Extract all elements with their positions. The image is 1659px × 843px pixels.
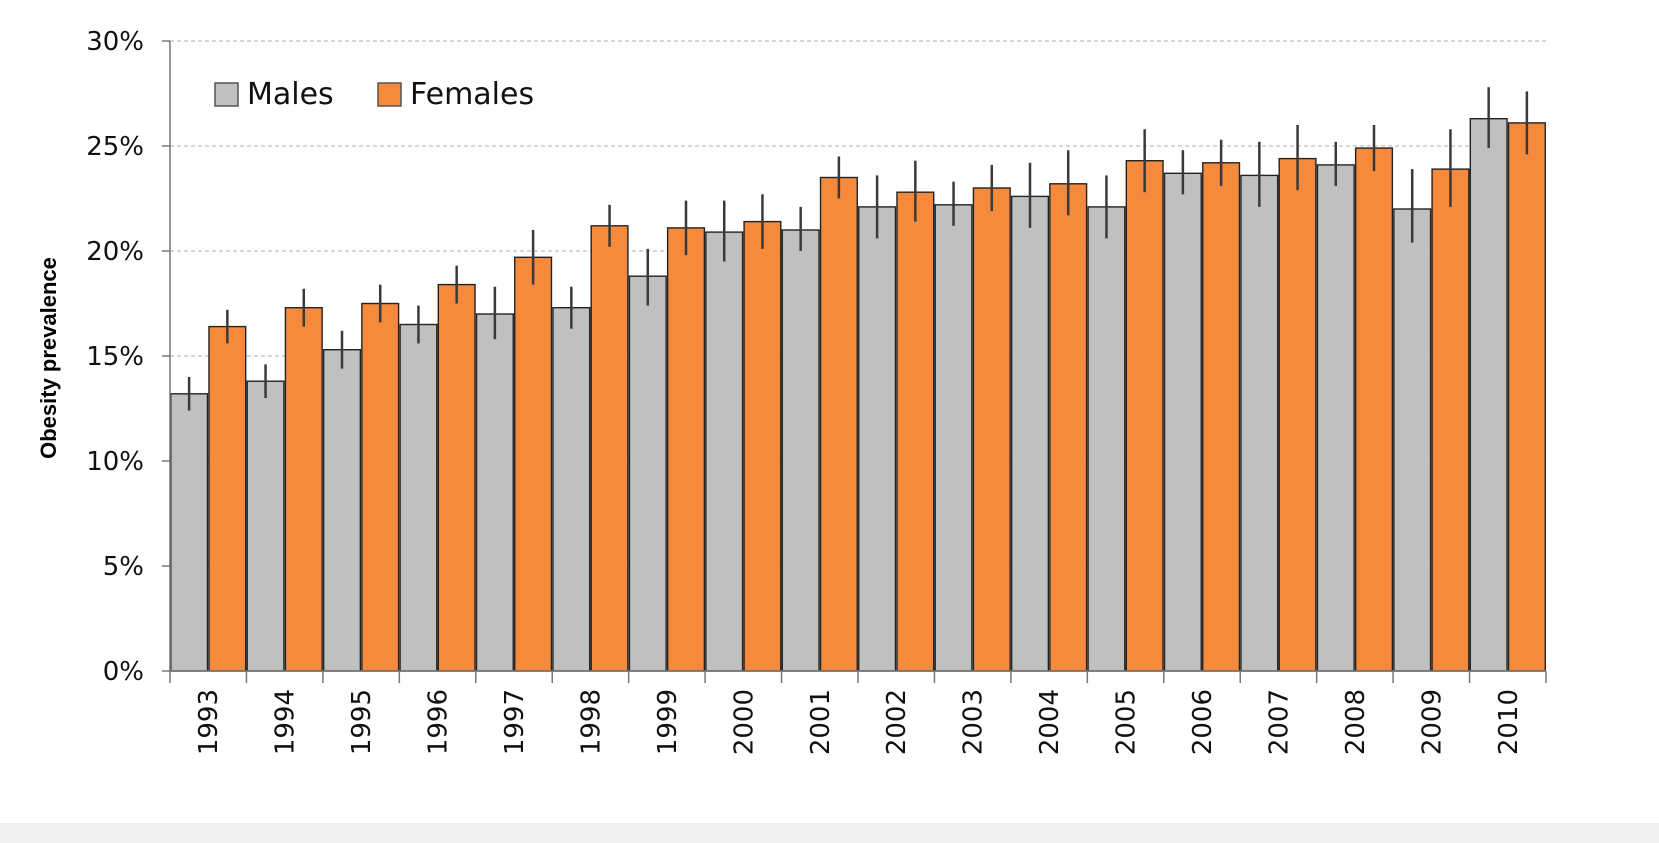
bar-females-2009 (1431, 168, 1470, 672)
bar-males-2007 (1240, 174, 1279, 672)
y-axis-label: Obesity prevalence (36, 257, 61, 459)
legend: Males Females (214, 77, 534, 112)
bar-males-2003 (934, 204, 973, 672)
gridlines (170, 40, 1546, 567)
bar-females-1996 (437, 283, 476, 672)
bar-females-1995 (361, 302, 400, 672)
y-tick-label: 25% (86, 132, 144, 162)
bar-males-1993 (170, 393, 209, 672)
x-tick-label: 2008 (1341, 689, 1371, 755)
bar-females-1993 (208, 325, 247, 672)
bar-males-2004 (1010, 195, 1050, 672)
bar-males-1998 (552, 307, 591, 672)
bar-males-1996 (399, 323, 438, 672)
x-tick-label: 2004 (1035, 689, 1065, 755)
bar-males-2010 (1469, 117, 1508, 672)
obesity-bar-chart: 0% 5% 10% 15% 20% 25% 30% 1993 1994 1995 1996 1997… (36, 27, 1547, 755)
bar-males-1997 (475, 313, 514, 672)
bar-males-2000 (705, 231, 744, 672)
y-tick-label: 20% (86, 237, 144, 267)
bar-males-2009 (1393, 208, 1432, 672)
y-tick-label: 5% (103, 552, 144, 582)
bar-females-2007 (1278, 157, 1317, 672)
legend-swatch-females (377, 82, 402, 107)
x-tick-label: 1998 (576, 689, 606, 755)
x-tick-label: 1997 (500, 689, 530, 755)
x-tick-label: 1996 (424, 689, 454, 755)
bar-males-1994 (246, 380, 285, 672)
bar-males-2002 (858, 206, 897, 672)
bar-females-1994 (284, 307, 323, 672)
bottom-strip (0, 823, 1659, 843)
bar-males-1999 (628, 275, 667, 672)
bar-males-1995 (322, 349, 362, 672)
x-tick-label: 1993 (194, 689, 224, 755)
bar-females-2003 (972, 187, 1011, 672)
bar-females-2001 (819, 176, 858, 672)
x-axis-ticks: 1993 1994 1995 1996 1997 1998 1999 2000 2001 2002… (169, 671, 1547, 755)
bar-females-2000 (743, 220, 782, 672)
legend-label-males: Males (247, 77, 334, 112)
bar-males-2001 (781, 229, 820, 672)
x-tick-label: 2000 (729, 689, 759, 755)
x-tick-label: 2010 (1494, 689, 1524, 755)
x-tick-label: 2003 (959, 689, 989, 755)
legend-label-females: Females (410, 77, 534, 112)
bar-females-1998 (590, 225, 629, 672)
bar-males-2006 (1163, 172, 1202, 672)
bar-males-2008 (1316, 164, 1355, 672)
x-tick-label: 2001 (806, 689, 836, 755)
bar-females-2005 (1125, 159, 1164, 672)
x-tick-label: 2009 (1417, 689, 1447, 755)
x-tick-label: 1999 (653, 689, 683, 755)
bar-females-2006 (1202, 162, 1241, 672)
bar-females-2002 (896, 191, 935, 672)
x-tick-label: 1994 (271, 689, 301, 755)
x-tick-label: 1995 (347, 689, 377, 755)
x-tick-label: 2006 (1188, 689, 1218, 755)
bar-females-1999 (666, 227, 706, 672)
x-tick-label: 2005 (1112, 689, 1142, 755)
y-tick-label: 30% (86, 27, 144, 57)
y-axis-ticks: 0% 5% 10% 15% 20% 25% 30% (86, 27, 170, 687)
legend-swatch-males (214, 82, 239, 107)
bar-females-1997 (514, 256, 553, 672)
y-tick-label: 10% (86, 447, 144, 477)
x-tick-label: 2007 (1264, 689, 1294, 755)
x-tick-label: 2002 (882, 689, 912, 755)
bar-females-2010 (1507, 122, 1546, 672)
bar-females-2008 (1354, 147, 1394, 672)
bar-males-2005 (1087, 206, 1126, 672)
y-tick-label: 0% (103, 657, 144, 687)
y-tick-label: 15% (86, 342, 144, 372)
bar-females-2004 (1049, 183, 1088, 672)
error-bars (187, 87, 1529, 411)
bars (170, 117, 1546, 672)
